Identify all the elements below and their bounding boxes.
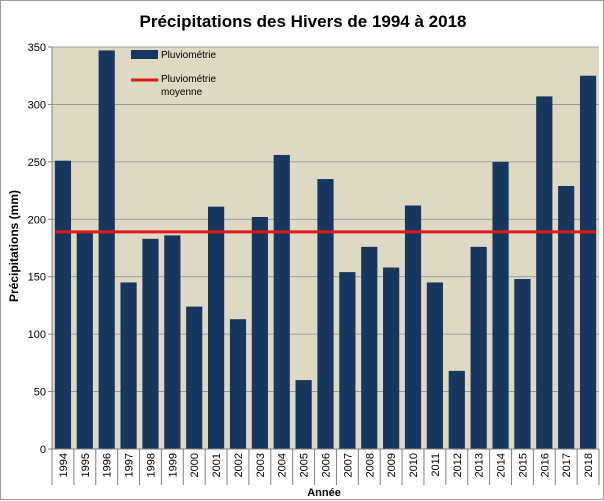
bar-1995 (76, 233, 93, 449)
x-tick-label-2006: 2006 (321, 453, 333, 477)
y-tick-label-200: 200 (28, 214, 46, 226)
x-tick-label-1996: 1996 (102, 453, 114, 477)
x-tick-label-1994: 1994 (58, 453, 70, 477)
x-tick-labels: 1994 1995 1996 1997 1998 1999 2000 2001 2002 2003… (58, 453, 595, 477)
bar-2014 (492, 161, 509, 449)
bar-2010 (404, 205, 422, 449)
bar-2016 (536, 96, 553, 449)
legend: Pluviométrie Pluviométrie moyenne (131, 50, 216, 98)
x-tick-label-2001: 2001 (211, 453, 223, 477)
x-tick-label-2012: 2012 (452, 453, 464, 477)
x-tick-label-2017: 2017 (561, 453, 573, 477)
legend-label-pluviometrie: Pluviométrie (161, 50, 216, 61)
bar-2005 (295, 380, 312, 449)
x-tick-label-1998: 1998 (145, 453, 157, 477)
bar-1996 (98, 50, 115, 450)
legend-label-moyenne-line1: Pluviométrie (161, 74, 216, 85)
bar-2001 (208, 206, 225, 449)
bar-2017 (558, 185, 575, 449)
axes (48, 46, 600, 485)
chart-title: Précipitations des Hivers de 1994 à 2018 (140, 12, 467, 31)
y-tick-label-50: 50 (34, 387, 46, 399)
bar-2009 (383, 267, 400, 449)
x-axis-title: Année (307, 487, 341, 499)
legend-swatch-pluviometrie (131, 50, 158, 59)
y-tick-label-250: 250 (28, 157, 46, 169)
x-tick-label-2009: 2009 (386, 453, 398, 477)
x-tick-label-2014: 2014 (496, 453, 508, 477)
y-tick-label-350: 350 (28, 42, 46, 54)
x-tick-label-2010: 2010 (408, 453, 420, 477)
x-tick-label-2018: 2018 (583, 453, 595, 477)
bar-2000 (186, 306, 203, 449)
x-tick-label-2013: 2013 (474, 453, 486, 477)
x-tick-label-1997: 1997 (124, 453, 136, 477)
x-tick-label-2004: 2004 (277, 453, 289, 477)
x-tick-label-2016: 2016 (539, 453, 551, 477)
bar-2003 (251, 216, 268, 449)
bar-2004 (273, 154, 290, 450)
bar-1997 (120, 282, 137, 449)
x-tick-label-2007: 2007 (342, 453, 354, 477)
bar-2006 (317, 179, 334, 450)
x-tick-label-1999: 1999 (167, 453, 179, 477)
y-tick-label-300: 300 (28, 99, 46, 111)
bar-1999 (164, 235, 181, 449)
bar-2011 (426, 282, 443, 449)
x-tick-label-2002: 2002 (233, 453, 245, 477)
x-tick-label-2005: 2005 (299, 453, 311, 477)
y-tick-label-0: 0 (40, 444, 46, 456)
bar-2008 (361, 246, 378, 449)
legend-label-moyenne-line2: moyenne (161, 87, 203, 98)
x-tick-label-1995: 1995 (80, 453, 92, 477)
y-tick-labels: 0 50 100 150 200 250 300 350 (28, 42, 46, 456)
y-tick-label-100: 100 (28, 329, 46, 341)
bar-2002 (229, 319, 247, 449)
bar-2015 (514, 279, 531, 449)
x-tick-label-2015: 2015 (517, 453, 529, 477)
bar-2013 (470, 246, 487, 449)
y-tick-label-150: 150 (28, 272, 46, 284)
bar-1998 (142, 238, 159, 449)
bar-2018 (579, 75, 597, 449)
bar-2012 (448, 370, 465, 449)
x-tick-label-2011: 2011 (430, 453, 442, 477)
bars (54, 50, 597, 450)
x-tick-label-2000: 2000 (189, 453, 201, 477)
bar-2007 (339, 272, 356, 449)
x-tick-label-2008: 2008 (364, 453, 376, 477)
bar-1994 (54, 160, 72, 450)
x-tick-label-2003: 2003 (255, 453, 267, 477)
y-axis-title: Précipitations (mm) (7, 190, 21, 302)
